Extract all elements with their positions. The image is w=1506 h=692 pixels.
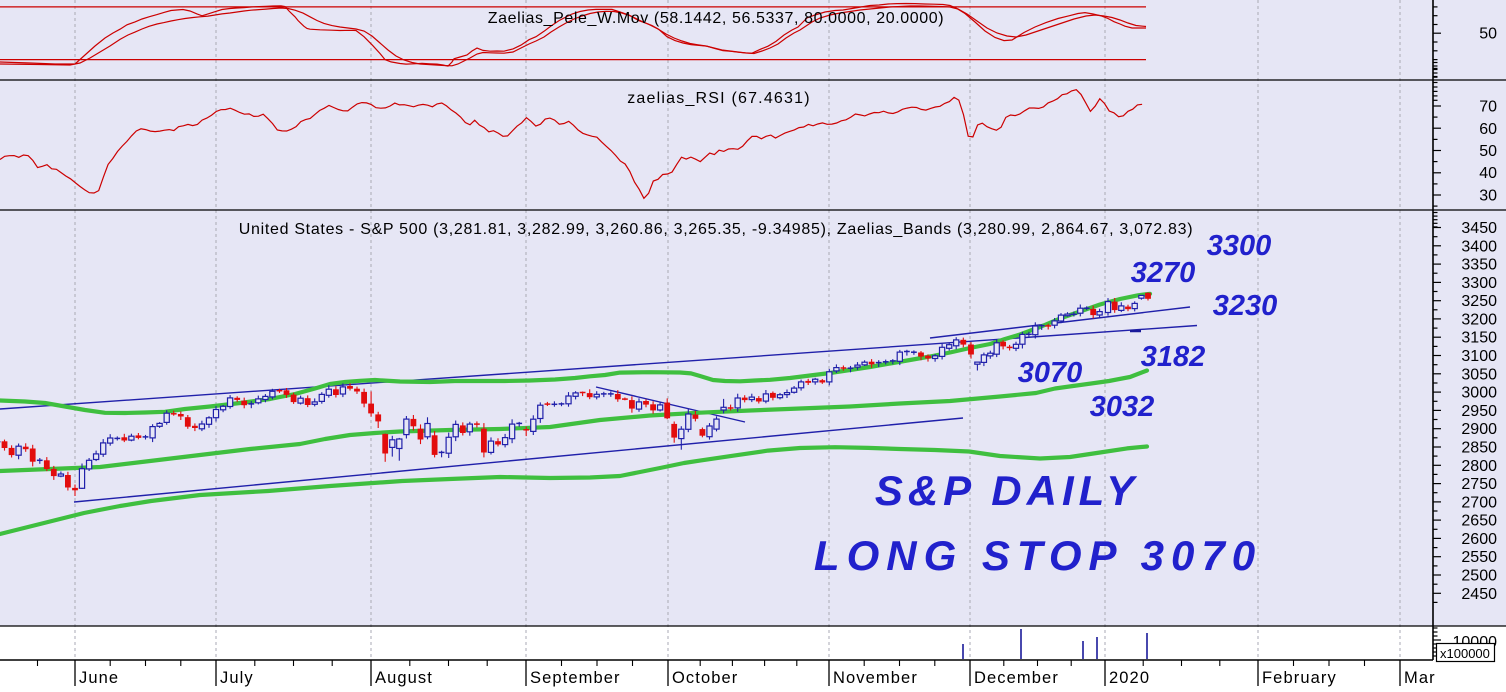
svg-text:2600: 2600 xyxy=(1461,531,1497,548)
svg-text:2450: 2450 xyxy=(1461,586,1497,603)
svg-text:2800: 2800 xyxy=(1461,458,1497,475)
svg-text:3000: 3000 xyxy=(1461,385,1497,402)
svg-text:30: 30 xyxy=(1479,188,1497,205)
svg-text:2700: 2700 xyxy=(1461,494,1497,511)
svg-text:3070: 3070 xyxy=(1018,357,1083,389)
svg-text:3250: 3250 xyxy=(1461,293,1497,310)
svg-text:2500: 2500 xyxy=(1461,568,1497,585)
svg-text:2750: 2750 xyxy=(1461,476,1497,493)
svg-text:3400: 3400 xyxy=(1461,238,1497,255)
svg-text:2650: 2650 xyxy=(1461,513,1497,530)
svg-text:2850: 2850 xyxy=(1461,440,1497,457)
svg-text:50: 50 xyxy=(1479,26,1497,43)
svg-text:United States - S&P 500 (3,281: United States - S&P 500 (3,281.81, 3,282… xyxy=(239,221,1194,238)
svg-text:40: 40 xyxy=(1479,165,1497,182)
svg-text:September: September xyxy=(530,669,621,687)
svg-text:60: 60 xyxy=(1479,121,1497,138)
svg-text:December: December xyxy=(974,669,1059,687)
svg-text:3200: 3200 xyxy=(1461,311,1497,328)
svg-text:zaelias_RSI (67.4631): zaelias_RSI (67.4631) xyxy=(627,90,811,107)
svg-text:February: February xyxy=(1262,669,1337,687)
svg-text:2950: 2950 xyxy=(1461,403,1497,420)
svg-text:LONG STOP 3070: LONG STOP 3070 xyxy=(814,532,1262,579)
svg-text:June: June xyxy=(79,669,119,687)
svg-text:3350: 3350 xyxy=(1461,257,1497,274)
svg-text:3050: 3050 xyxy=(1461,366,1497,383)
svg-text:3300: 3300 xyxy=(1207,230,1272,262)
svg-text:3230: 3230 xyxy=(1213,290,1278,322)
svg-text:50: 50 xyxy=(1479,143,1497,160)
svg-text:S&P DAILY: S&P DAILY xyxy=(875,467,1139,514)
svg-text:3300: 3300 xyxy=(1461,275,1497,292)
svg-text:x100000: x100000 xyxy=(1440,646,1490,661)
svg-text:2550: 2550 xyxy=(1461,549,1497,566)
svg-text:3032: 3032 xyxy=(1090,391,1155,423)
svg-text:Zaelias_Pele_W.Mov (58.1442, 5: Zaelias_Pele_W.Mov (58.1442, 56.5337, 80… xyxy=(488,10,944,27)
svg-text:August: August xyxy=(375,669,433,687)
svg-text:70: 70 xyxy=(1479,99,1497,116)
svg-text:3450: 3450 xyxy=(1461,220,1497,237)
svg-text:October: October xyxy=(672,669,738,687)
svg-text:2900: 2900 xyxy=(1461,421,1497,438)
svg-text:3150: 3150 xyxy=(1461,330,1497,347)
svg-text:Mar: Mar xyxy=(1404,669,1436,687)
svg-text:July: July xyxy=(220,669,254,687)
svg-text:3182: 3182 xyxy=(1141,341,1206,373)
svg-text:2020: 2020 xyxy=(1109,669,1150,687)
svg-text:3270: 3270 xyxy=(1131,257,1196,289)
svg-text:3100: 3100 xyxy=(1461,348,1497,365)
svg-text:November: November xyxy=(833,669,918,687)
